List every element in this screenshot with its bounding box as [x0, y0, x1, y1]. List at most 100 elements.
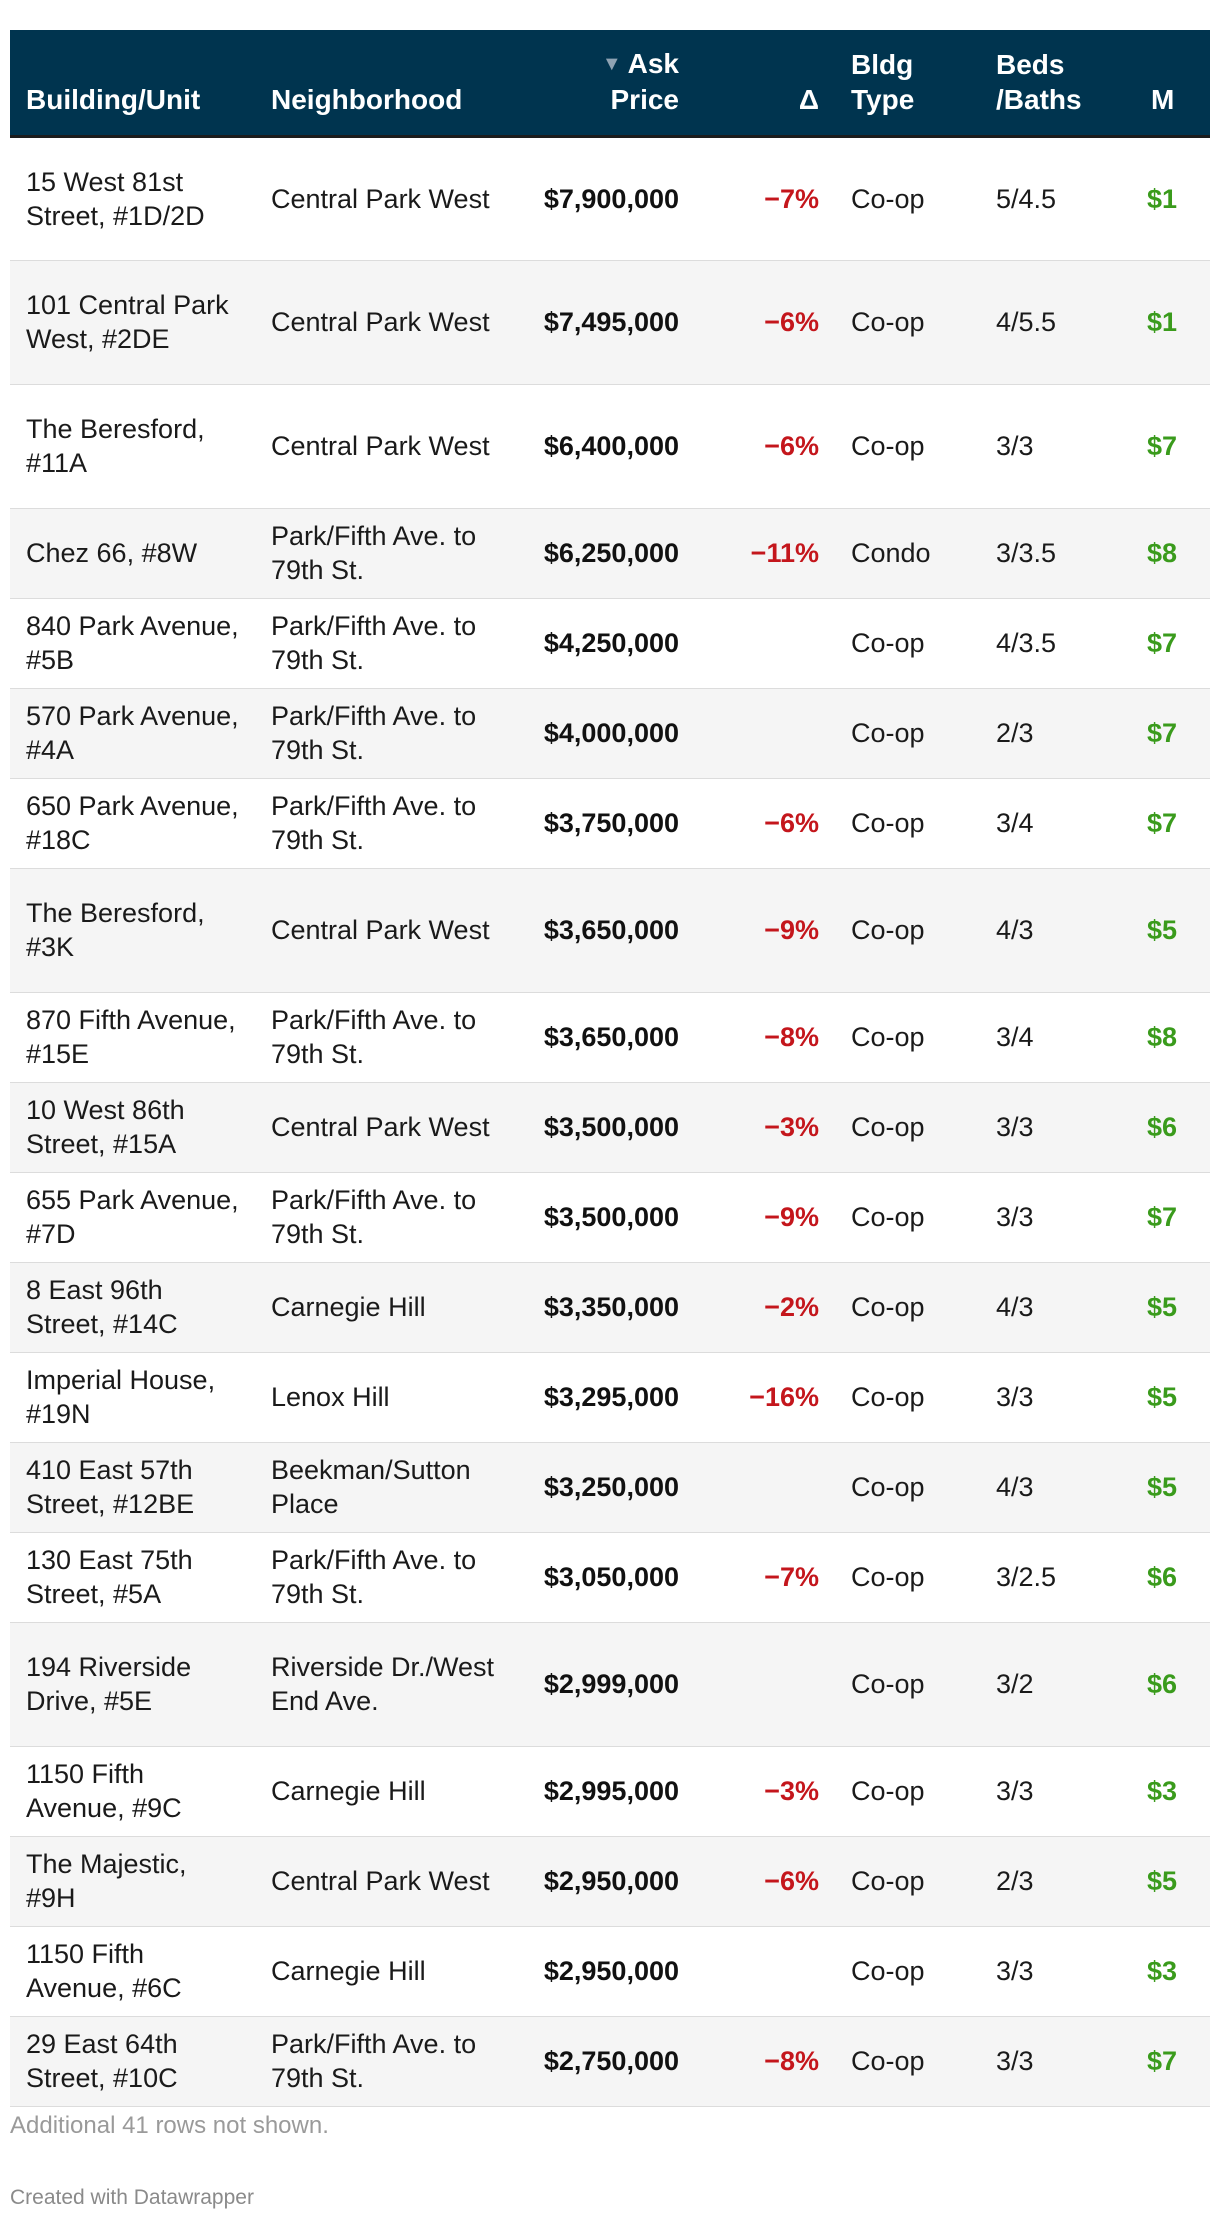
column-header-beds-baths[interactable]: Beds/Baths: [980, 30, 1135, 138]
table-header: Building/Unit Neighborhood ▼ Ask Price Δ B…: [10, 30, 1210, 138]
table-row: 15 West 81st Street, #1D/2D Central Park …: [10, 136, 1210, 261]
cell-bldg-type: Condo: [835, 508, 980, 599]
cell-delta: −6%: [695, 384, 835, 509]
cell-ask-price: $4,000,000: [515, 688, 695, 779]
cell-ask-price: $7,495,000: [515, 260, 695, 385]
cell-neighborhood: Park/Fifth Ave. to 79th St.: [255, 2016, 515, 2107]
cell-more: $7: [1135, 778, 1210, 869]
cell-beds-baths: 4/3: [980, 1262, 1135, 1353]
cell-neighborhood: Park/Fifth Ave. to 79th St.: [255, 1532, 515, 1623]
cell-beds-baths: 5/4.5: [980, 136, 1135, 261]
cell-building: 410 East 57th Street, #12BE: [10, 1442, 255, 1533]
cell-ask-price: $3,295,000: [515, 1352, 695, 1443]
cell-bldg-type: Co-op: [835, 260, 980, 385]
cell-more: $3: [1135, 1926, 1210, 2017]
cell-beds-baths: 3/3: [980, 384, 1135, 509]
table-row: 655 Park Avenue, #7D Park/Fifth Ave. to 7…: [10, 1172, 1210, 1263]
cell-neighborhood: Central Park West: [255, 136, 515, 261]
cell-more: $6: [1135, 1622, 1210, 1747]
cell-bldg-type: Co-op: [835, 136, 980, 261]
table-viewport[interactable]: Building/Unit Neighborhood ▼ Ask Price Δ B…: [10, 30, 1210, 2107]
cell-ask-price: $7,900,000: [515, 136, 695, 261]
cell-building: The Beresford, #11A: [10, 384, 255, 509]
cell-neighborhood: Park/Fifth Ave. to 79th St.: [255, 778, 515, 869]
table-row: 10 West 86th Street, #15A Central Park We…: [10, 1082, 1210, 1173]
table-row: 1150 Fifth Avenue, #6C Carnegie Hill $2,95…: [10, 1926, 1210, 2017]
table-row: 101 Central Park West, #2DE Central Park …: [10, 260, 1210, 385]
column-header-neighborhood[interactable]: Neighborhood: [255, 30, 515, 138]
table-row: 194 Riverside Drive, #5E Riverside Dr./We…: [10, 1622, 1210, 1747]
cell-beds-baths: 3/3: [980, 2016, 1135, 2107]
cell-more: $5: [1135, 1262, 1210, 1353]
column-header-building[interactable]: Building/Unit: [10, 30, 255, 138]
table-row: 410 East 57th Street, #12BE Beekman/Sutto…: [10, 1442, 1210, 1533]
cell-more: $7: [1135, 598, 1210, 689]
cell-bldg-type: Co-op: [835, 2016, 980, 2107]
cell-beds-baths: 4/3: [980, 1442, 1135, 1533]
column-header-more[interactable]: M: [1135, 30, 1210, 138]
cell-delta: −6%: [695, 1836, 835, 1927]
cell-ask-price: $4,250,000: [515, 598, 695, 689]
cell-bldg-type: Co-op: [835, 992, 980, 1083]
cell-neighborhood: Park/Fifth Ave. to 79th St.: [255, 992, 515, 1083]
cell-bldg-type: Co-op: [835, 1442, 980, 1533]
cell-bldg-type: Co-op: [835, 1352, 980, 1443]
column-header-ask-price[interactable]: ▼ Ask Price: [515, 30, 695, 138]
table-row: 650 Park Avenue, #18C Park/Fifth Ave. to …: [10, 778, 1210, 869]
cell-building: The Beresford, #3K: [10, 868, 255, 993]
cell-more: $8: [1135, 508, 1210, 599]
cell-delta: −8%: [695, 992, 835, 1083]
cell-neighborhood: Carnegie Hill: [255, 1926, 515, 2017]
cell-ask-price: $6,400,000: [515, 384, 695, 509]
cell-more: $1: [1135, 260, 1210, 385]
cell-bldg-type: Co-op: [835, 1746, 980, 1837]
column-header-delta[interactable]: Δ: [695, 30, 835, 138]
cell-neighborhood: Carnegie Hill: [255, 1746, 515, 1837]
header-row: Building/Unit Neighborhood ▼ Ask Price Δ B…: [10, 30, 1210, 138]
cell-ask-price: $3,500,000: [515, 1082, 695, 1173]
cell-bldg-type: Co-op: [835, 1172, 980, 1263]
cell-delta: −6%: [695, 260, 835, 385]
cell-more: $6: [1135, 1532, 1210, 1623]
cell-beds-baths: 4/5.5: [980, 260, 1135, 385]
table-row: Chez 66, #8W Park/Fifth Ave. to 79th St. $…: [10, 508, 1210, 599]
cell-ask-price: $3,650,000: [515, 992, 695, 1083]
table-body: 15 West 81st Street, #1D/2D Central Park …: [10, 136, 1210, 2107]
cell-ask-price: $6,250,000: [515, 508, 695, 599]
cell-building: Imperial House, #19N: [10, 1352, 255, 1443]
cell-beds-baths: 3/4: [980, 992, 1135, 1083]
cell-delta: −2%: [695, 1262, 835, 1353]
cell-building: 15 West 81st Street, #1D/2D: [10, 136, 255, 261]
cell-bldg-type: Co-op: [835, 778, 980, 869]
table-row: 8 East 96th Street, #14C Carnegie Hill $3,…: [10, 1262, 1210, 1353]
column-header-bldg-type[interactable]: Bldg Type: [835, 30, 980, 138]
cell-building: 870 Fifth Avenue, #15E: [10, 992, 255, 1083]
cell-building: The Majestic, #9H: [10, 1836, 255, 1927]
cell-neighborhood: Central Park West: [255, 1082, 515, 1173]
cell-beds-baths: 3/4: [980, 778, 1135, 869]
cell-building: 655 Park Avenue, #7D: [10, 1172, 255, 1263]
cell-bldg-type: Co-op: [835, 688, 980, 779]
cell-beds-baths: 3/3: [980, 1926, 1135, 2017]
cell-delta: −16%: [695, 1352, 835, 1443]
datawrapper-credit: Created with Datawrapper: [10, 2186, 254, 2209]
cell-delta: −7%: [695, 136, 835, 261]
cell-more: $5: [1135, 868, 1210, 993]
table-row: 870 Fifth Avenue, #15E Park/Fifth Ave. to…: [10, 992, 1210, 1083]
cell-building: 1150 Fifth Avenue, #6C: [10, 1926, 255, 2017]
cell-more: $5: [1135, 1352, 1210, 1443]
table-row: The Beresford, #11A Central Park West $6,4…: [10, 384, 1210, 509]
cell-building: 29 East 64th Street, #10C: [10, 2016, 255, 2107]
cell-more: $7: [1135, 688, 1210, 779]
listings-table: Building/Unit Neighborhood ▼ Ask Price Δ B…: [10, 30, 1210, 2107]
cell-bldg-type: Co-op: [835, 384, 980, 509]
cell-delta: −8%: [695, 2016, 835, 2107]
cell-ask-price: $2,950,000: [515, 1836, 695, 1927]
cell-neighborhood: Lenox Hill: [255, 1352, 515, 1443]
cell-ask-price: $3,050,000: [515, 1532, 695, 1623]
cell-delta: [695, 1926, 835, 2017]
cell-bldg-type: Co-op: [835, 1082, 980, 1173]
table-row: 130 East 75th Street, #5A Park/Fifth Ave.…: [10, 1532, 1210, 1623]
cell-more: $5: [1135, 1442, 1210, 1533]
